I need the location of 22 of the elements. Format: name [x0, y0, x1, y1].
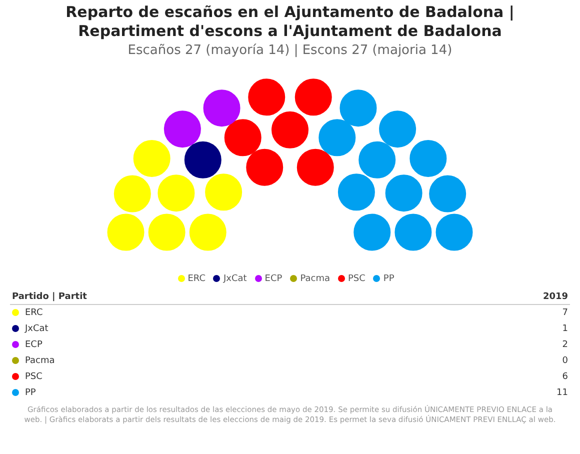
- text: 2019: [419, 290, 570, 304]
- category-label: PSC: [25, 372, 42, 382]
- category-label: PP: [25, 388, 36, 398]
- category-label: JxCat: [25, 324, 48, 334]
- category-label: PSC: [346, 274, 366, 284]
- text: Escaños 27 (mayoría 14) | Escons 27 (majoria 14): [126, 43, 454, 58]
- category-label: ECP: [25, 340, 42, 350]
- data-label: 6: [561, 371, 569, 384]
- category-label: ECP: [264, 274, 282, 284]
- data-label: 7: [561, 307, 569, 320]
- data-label: 2: [561, 339, 569, 352]
- category-label: Pacma: [299, 274, 330, 284]
- category-label: Pacma: [25, 356, 55, 366]
- category-label: ERC: [186, 274, 206, 284]
- data-label: 1: [561, 323, 569, 336]
- text: Reparto de escaños en el Ajuntamento de Badalona | Repartiment d'escons a l'Ajuntament de Badalona: [64, 3, 516, 41]
- data-label: 11: [556, 387, 569, 400]
- category-label: JxCat: [222, 274, 247, 284]
- data-label: 0: [561, 355, 569, 368]
- legend-title: Partido | Partit: [10, 290, 420, 304]
- category-label: ERC: [25, 308, 43, 318]
- category-label: PP: [382, 274, 394, 284]
